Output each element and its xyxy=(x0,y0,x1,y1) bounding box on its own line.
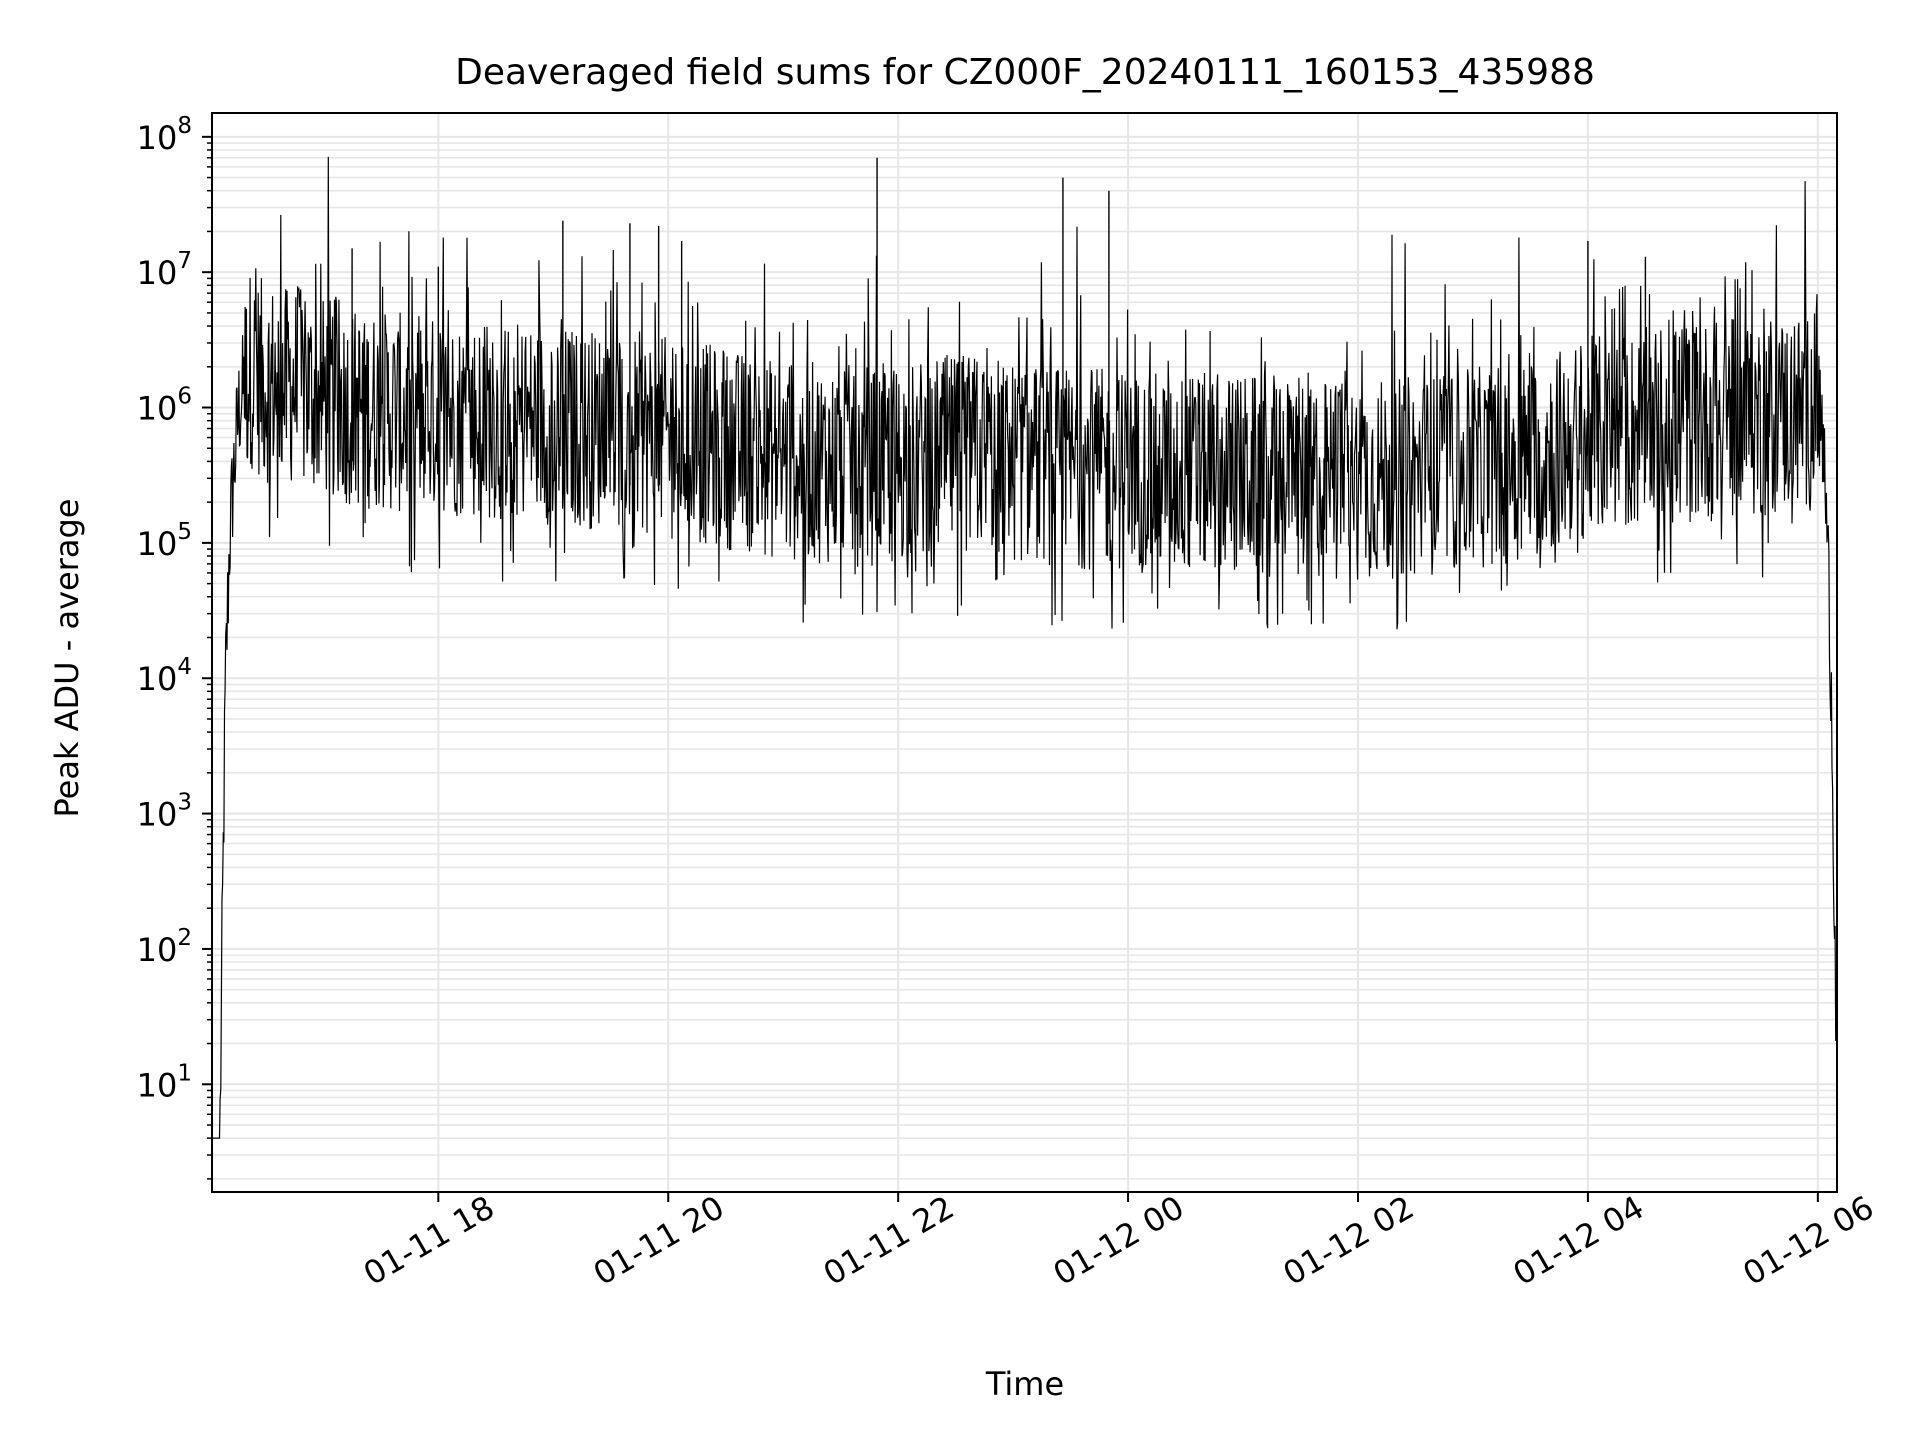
y-tick-label: 102 xyxy=(137,925,192,969)
chart-title: Deaveraged field sums for CZ000F_2024011… xyxy=(455,52,1595,93)
y-tick-label: 104 xyxy=(137,654,192,698)
series-layer xyxy=(212,156,1838,1139)
grid xyxy=(212,113,1837,1192)
y-tick-label: 108 xyxy=(137,113,192,157)
plot-frame xyxy=(211,112,1838,1193)
series-line xyxy=(212,156,1838,1139)
y-tick-label: 107 xyxy=(137,248,192,292)
x-axis-label: Time xyxy=(985,1365,1064,1403)
y-axis: 101 102 103 104 105 106 107 108 xyxy=(137,113,212,1180)
y-axis-label: Peak ADU - average xyxy=(48,499,86,818)
y-tick-label: 103 xyxy=(137,790,192,834)
y-tick-label: 105 xyxy=(137,519,192,563)
y-tick-label: 101 xyxy=(137,1060,192,1104)
y-tick-label: 106 xyxy=(137,384,192,428)
